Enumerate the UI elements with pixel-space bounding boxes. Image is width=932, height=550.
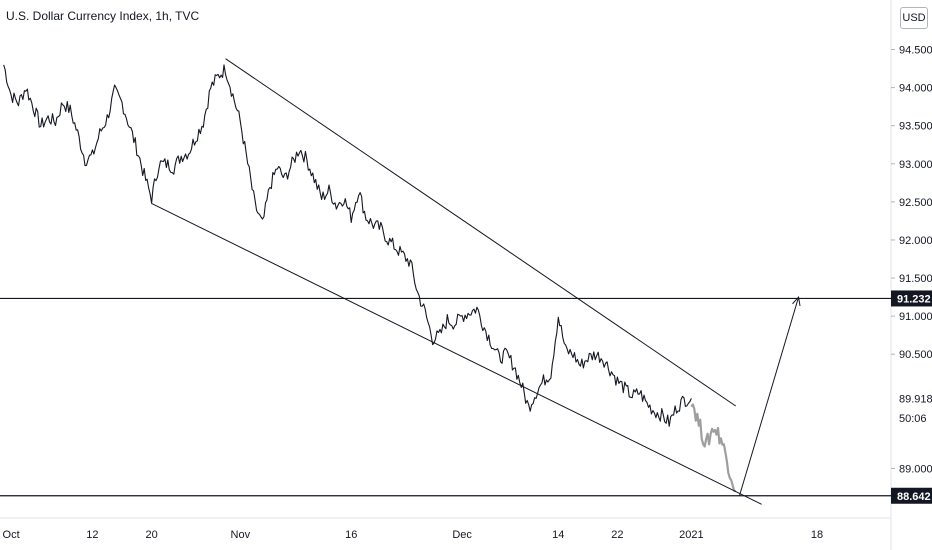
x-tick-label: 18 xyxy=(811,529,823,541)
x-tick-label: 12 xyxy=(86,529,98,541)
price-tag-label: 91.232 xyxy=(897,293,931,305)
x-tick-label: 22 xyxy=(611,529,623,541)
price-tag-box xyxy=(892,410,932,427)
x-tick-label: Dec xyxy=(452,529,472,541)
projection-arrow-head xyxy=(792,295,801,307)
projection-arrow-line xyxy=(738,296,800,497)
price-tag-label: 89.918 xyxy=(899,394,932,406)
x-tick-label: Oct xyxy=(3,529,20,541)
price-series-line xyxy=(3,64,692,427)
x-tick-label: 20 xyxy=(145,529,157,541)
y-tick-label: 89.000 xyxy=(899,463,932,475)
y-tick-label: 91.000 xyxy=(899,311,932,323)
x-tick-label: 16 xyxy=(345,529,357,541)
y-tick-label: 94.000 xyxy=(899,83,932,95)
price-tag-label: 88.642 xyxy=(897,491,931,503)
upper-trendline xyxy=(225,58,737,407)
price-tag-box xyxy=(892,390,932,407)
y-tick-label: 90.500 xyxy=(899,349,932,361)
x-tick-label: Nov xyxy=(231,529,251,541)
x-tick-label: 14 xyxy=(552,529,564,541)
chart-title: U.S. Dollar Currency Index, 1h, TVC xyxy=(6,9,200,23)
y-tick-label: 94.500 xyxy=(899,45,932,57)
x-tick-label: 2021 xyxy=(679,529,703,541)
y-tick-label: 91.500 xyxy=(899,273,932,285)
price-tag-box xyxy=(891,290,932,307)
price-tag-label: 50:06 xyxy=(899,413,927,425)
price-tag-box xyxy=(891,487,932,504)
currency-button[interactable]: USD xyxy=(900,7,928,29)
y-tick-label: 93.000 xyxy=(899,159,932,171)
y-tick-label: 92.000 xyxy=(899,235,932,247)
y-tick-label: 92.500 xyxy=(899,197,932,209)
projected-price-line xyxy=(690,403,737,493)
lower-trendline xyxy=(151,202,762,505)
y-tick-label: 93.500 xyxy=(899,121,932,133)
